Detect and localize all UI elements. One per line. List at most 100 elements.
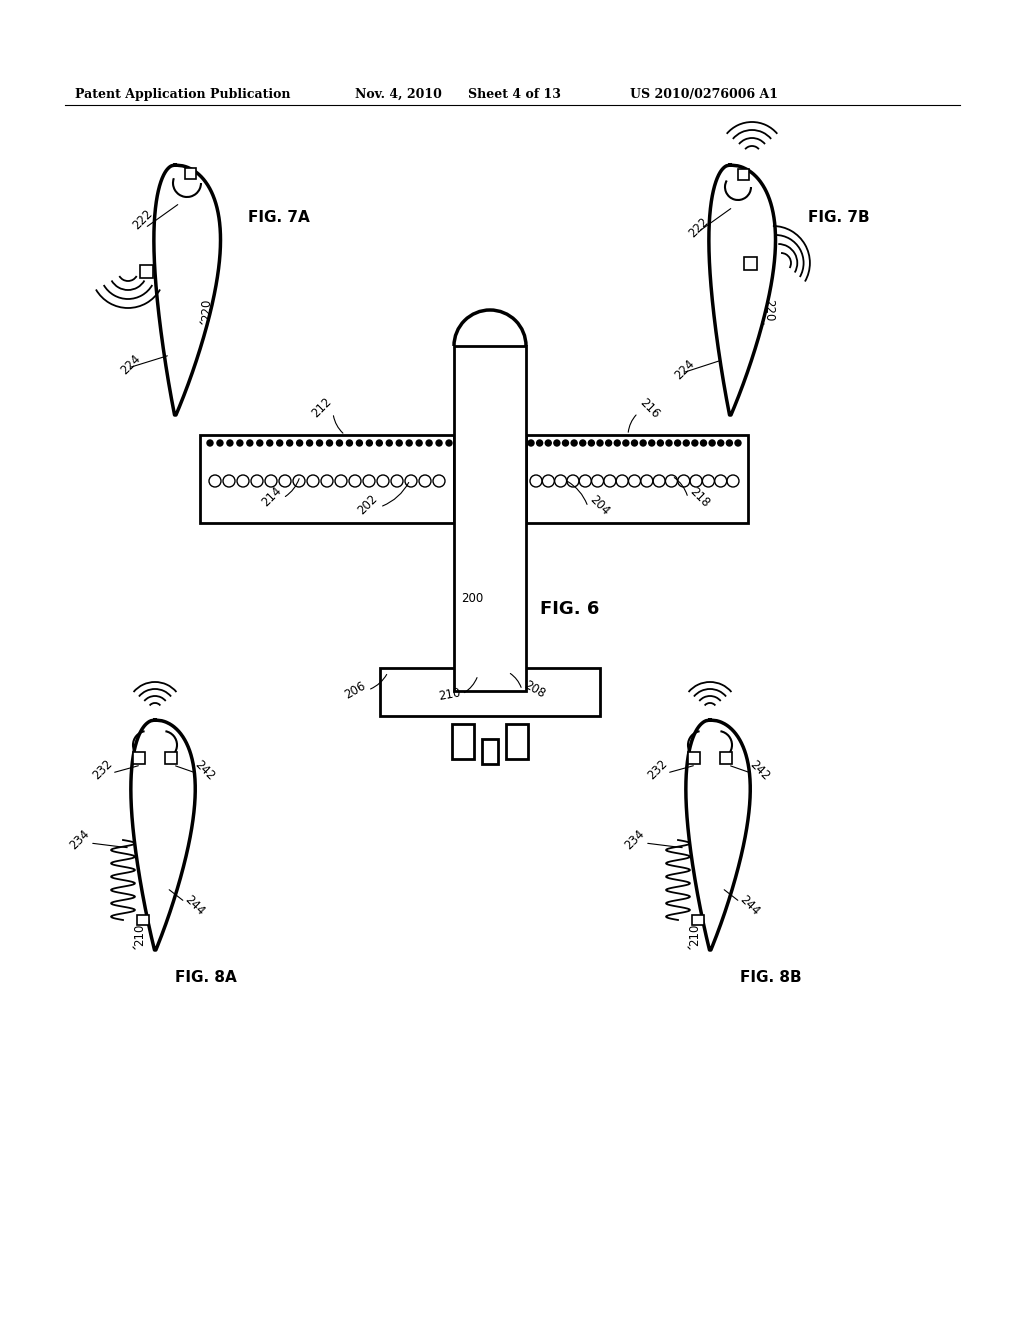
Circle shape	[227, 440, 232, 446]
Circle shape	[692, 440, 698, 446]
Text: FIG. 8A: FIG. 8A	[175, 970, 237, 985]
Circle shape	[306, 440, 312, 446]
Bar	[744, 257, 757, 271]
Circle shape	[316, 440, 323, 446]
Circle shape	[376, 440, 382, 446]
Circle shape	[640, 440, 646, 446]
Bar	[720, 752, 732, 764]
Circle shape	[545, 440, 551, 446]
Circle shape	[649, 440, 654, 446]
Circle shape	[266, 440, 272, 446]
Circle shape	[396, 440, 402, 446]
Circle shape	[589, 440, 594, 446]
Text: FIG. 8B: FIG. 8B	[740, 970, 802, 985]
Text: FIG. 6: FIG. 6	[540, 601, 599, 618]
Text: 200: 200	[461, 591, 483, 605]
Bar	[452, 723, 474, 759]
Circle shape	[257, 440, 263, 446]
Circle shape	[710, 440, 715, 446]
Circle shape	[580, 440, 586, 446]
Bar	[692, 915, 705, 925]
Circle shape	[426, 440, 432, 446]
Text: Patent Application Publication: Patent Application Publication	[75, 88, 291, 102]
Circle shape	[276, 440, 283, 446]
Circle shape	[605, 440, 611, 446]
Text: 212: 212	[309, 396, 335, 421]
Circle shape	[554, 440, 560, 446]
Text: 210: 210	[438, 686, 462, 704]
Circle shape	[386, 440, 392, 446]
Circle shape	[407, 440, 413, 446]
Text: 214: 214	[259, 484, 285, 510]
Circle shape	[337, 440, 342, 446]
Text: 210: 210	[133, 924, 146, 946]
Circle shape	[416, 440, 422, 446]
Circle shape	[207, 440, 213, 446]
Circle shape	[356, 440, 362, 446]
Circle shape	[683, 440, 689, 446]
Circle shape	[735, 440, 741, 446]
Text: 202: 202	[355, 492, 381, 517]
Circle shape	[436, 440, 442, 446]
Circle shape	[632, 440, 638, 446]
Circle shape	[528, 440, 534, 446]
Circle shape	[657, 440, 664, 446]
Circle shape	[623, 440, 629, 446]
Circle shape	[446, 440, 452, 446]
Bar	[738, 169, 749, 180]
Circle shape	[247, 440, 253, 446]
Text: 234: 234	[623, 828, 647, 853]
Text: 208: 208	[522, 678, 548, 701]
Text: 222: 222	[130, 207, 155, 232]
Circle shape	[571, 440, 578, 446]
Bar	[133, 752, 145, 764]
Bar	[482, 739, 498, 764]
Text: 206: 206	[342, 678, 368, 701]
Text: 220: 220	[762, 298, 775, 321]
Text: Nov. 4, 2010: Nov. 4, 2010	[355, 88, 442, 102]
Circle shape	[237, 440, 243, 446]
Text: 232: 232	[90, 758, 116, 783]
Circle shape	[666, 440, 672, 446]
Text: 244: 244	[737, 892, 763, 917]
Text: 216: 216	[638, 396, 663, 421]
Text: 210: 210	[688, 924, 701, 946]
Circle shape	[367, 440, 373, 446]
Text: 232: 232	[645, 758, 671, 783]
Bar	[185, 168, 196, 180]
Text: FIG. 7B: FIG. 7B	[808, 210, 869, 224]
Text: 244: 244	[182, 892, 208, 917]
Text: Sheet 4 of 13: Sheet 4 of 13	[468, 88, 561, 102]
Text: 220: 220	[200, 298, 213, 321]
Circle shape	[217, 440, 223, 446]
Bar	[506, 723, 528, 759]
Text: 224: 224	[118, 352, 143, 378]
Circle shape	[614, 440, 621, 446]
Text: FIG. 7A: FIG. 7A	[248, 210, 309, 224]
Bar	[165, 752, 177, 764]
Bar	[140, 265, 153, 279]
Bar	[380, 668, 600, 715]
Circle shape	[675, 440, 681, 446]
Circle shape	[597, 440, 603, 446]
Text: 242: 242	[193, 758, 217, 783]
Circle shape	[537, 440, 543, 446]
Bar	[200, 436, 454, 523]
Circle shape	[287, 440, 293, 446]
Text: 234: 234	[68, 828, 92, 853]
Text: 218: 218	[687, 484, 713, 510]
Text: 224: 224	[672, 358, 697, 383]
Circle shape	[327, 440, 333, 446]
Circle shape	[718, 440, 724, 446]
Bar	[137, 915, 150, 925]
Text: 204: 204	[588, 492, 612, 517]
Bar	[688, 752, 700, 764]
Circle shape	[700, 440, 707, 446]
Text: 222: 222	[686, 215, 711, 240]
Circle shape	[297, 440, 303, 446]
Circle shape	[562, 440, 568, 446]
Text: 242: 242	[748, 758, 772, 783]
Text: US 2010/0276006 A1: US 2010/0276006 A1	[630, 88, 778, 102]
Bar	[454, 346, 526, 690]
Bar	[526, 436, 748, 523]
